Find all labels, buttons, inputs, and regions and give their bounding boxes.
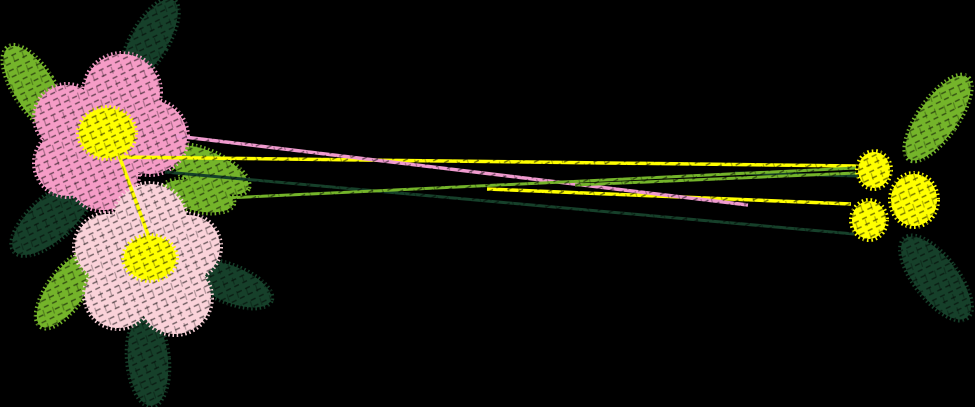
embroidery-illustration <box>0 0 975 407</box>
embroidered-flowers-graphic <box>0 0 975 407</box>
stitch-texture-overlay-secondary <box>0 0 975 407</box>
